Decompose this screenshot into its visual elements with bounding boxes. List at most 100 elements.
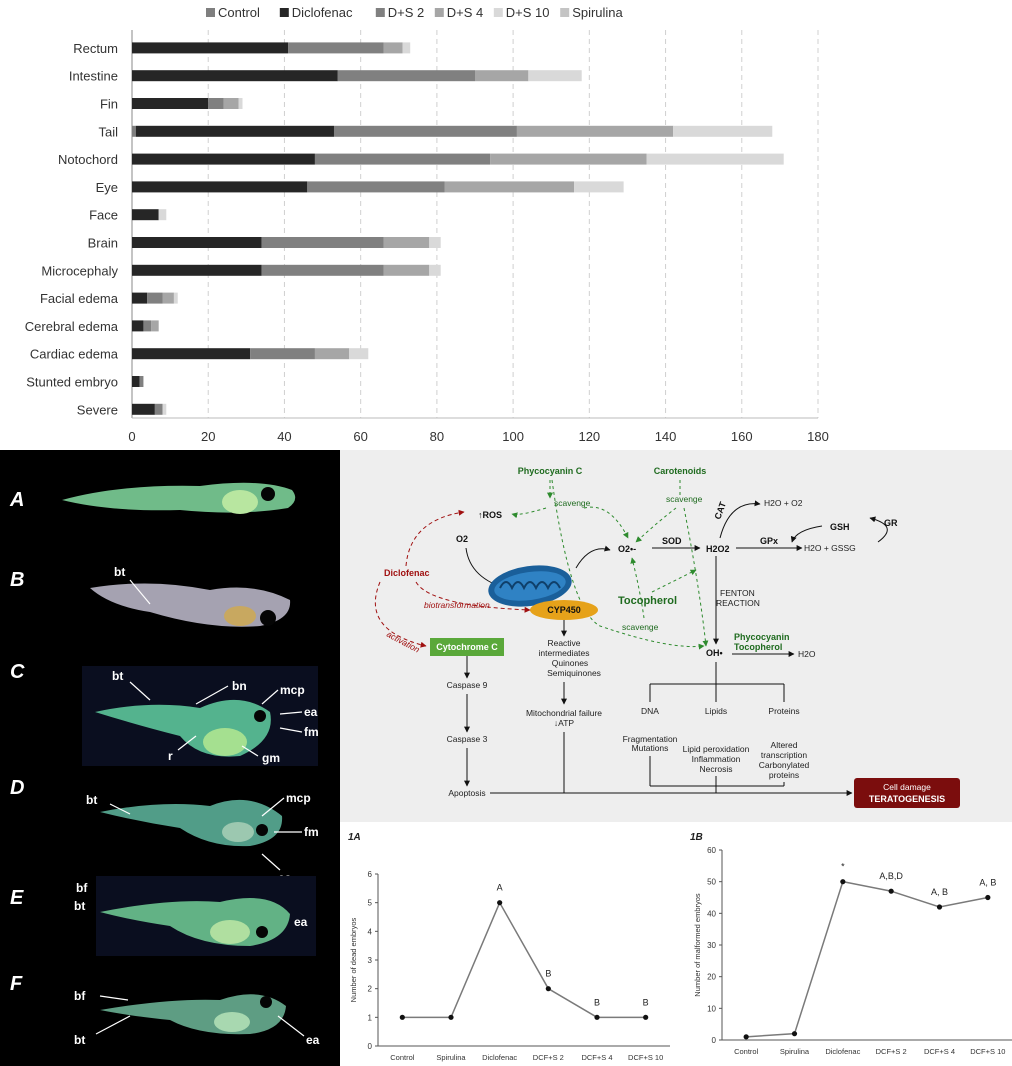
category-label: Facial edema [40,291,119,306]
diclofenac-label: Diclofenac [384,568,430,578]
bar-segment [444,181,575,193]
phycocyanin-c-label: Phycocyanin C [518,466,583,476]
bar-segment [132,292,148,304]
proteins-2-label: proteins [769,770,799,780]
x-tick-label: 160 [731,429,753,444]
x-tick-label: Control [390,1053,415,1062]
sod-label: SOD [662,536,682,546]
embryo-c-annotation-1: bn [232,679,247,693]
bar-segment [132,153,315,165]
bar-segment [528,70,582,82]
x-tick-label: DCF+S 10 [628,1053,663,1062]
point-annotation: B [545,969,551,979]
bar-segment [132,264,262,276]
embryo-f-annotation-2: ea [306,1033,320,1047]
x-tick-label: DCF+S 2 [533,1053,564,1062]
x-tick-label: Diclofenac [482,1053,517,1062]
data-point [643,1014,649,1020]
carotenoids-label: Carotenoids [654,466,707,476]
embryo-d-annotation-2: fm [304,825,319,839]
category-label: Notochord [58,152,118,167]
embryo-f [100,994,286,1035]
y-tick-label: 1 [368,1013,373,1022]
point-annotation: B [643,997,649,1007]
bar-segment [173,292,178,304]
data-point [936,904,943,910]
bar-segment [646,153,784,165]
legend-label: Spirulina [572,5,623,20]
activation-label: activation [385,629,422,655]
chart-1b-axes: 0 10 20 30 40 50 60 Number of malformed embryos… [693,846,1012,1056]
panel-label-1a: 1A [348,832,361,843]
embryo-e-annotation-1: bt [74,899,85,913]
x-tick-label: 0 [128,429,135,444]
y-tick-label: 5 [368,899,373,908]
embryo-f-annotation-1: bt [74,1033,85,1047]
embryo-label-f: F [10,973,23,995]
mitochondrion-icon [488,565,572,607]
embryo-c-annotation-5: r [168,749,173,763]
chart-1b-marks: * A,B,D A, B A, B [743,862,996,1040]
embryo-d [100,799,283,847]
embryo-c-annotation-3: ea [304,705,318,719]
series-line [402,900,646,1019]
bar-segment [135,125,334,137]
category-labels: Rectum Intestine Fin Tail Notochord Eye Face Br… [25,41,119,417]
embryo-d-annotation-0: bt [86,793,97,807]
legend-swatch [493,8,503,17]
data-point [985,894,991,901]
embryo-label-e: E [10,887,24,909]
x-tick-label: 60 [353,429,367,444]
bar-segment [132,376,140,387]
bar-segment [223,98,239,109]
bar-segment [132,125,136,137]
y-tick-label: 60 [707,846,716,855]
mutations-label: Mutations [632,743,669,753]
embryo-c-annotation-0: bt [112,669,123,683]
chart-1a-marks: A B B B [399,883,649,1020]
category-label: Tail [98,124,118,139]
data-point [545,986,551,992]
chart-gridlines [131,30,819,419]
y-axis-title: Number of malformed embryos [693,893,702,997]
legend-label: D+S 2 [388,5,425,20]
chart-1a-axes: 0 1 2 3 4 5 6 Number of dead embryos Control Spir… [349,870,670,1062]
data-point [497,900,503,906]
dead-embryos-line-chart: 1A 0 1 2 3 4 5 6 Number of dead embryos Control S… [348,832,670,1062]
x-tick-label: 20 [201,429,215,444]
x-tick-label: 140 [655,429,677,444]
bar-segment [383,42,403,54]
embryo-label-d: D [10,777,24,799]
legend-swatch [434,8,444,17]
embryo-d-annotation-1: mcp [286,791,311,805]
x-tick-label: Diclofenac [825,1047,860,1056]
bar-segment [314,153,491,165]
category-label: Brain [88,236,118,251]
inflammation-label: Inflammation [692,754,741,764]
bar-segment [132,348,251,360]
bar-segment [162,403,167,415]
data-point [399,1014,405,1020]
bar-segment [574,181,624,193]
h2o-gssg-label: H2O + GSSG [804,543,856,553]
y-tick-label: 10 [707,1004,716,1013]
mito-failure-label: Mitochondrial failure [526,708,602,718]
category-label: Intestine [69,69,118,84]
x-tick-label: Control [734,1047,759,1056]
cytochrome-c-label: Cytochrome C [436,642,498,652]
fenton-label-2: REACTION [716,598,760,608]
scavenge-label-1: scavenge [554,498,591,508]
phyco-toco-label-1: Phycocyanin [734,632,790,642]
legend-label: Diclofenac [292,5,353,20]
bar-segment [139,376,144,387]
point-annotation: A, B [931,887,948,897]
bar-segment [238,98,243,109]
gsh-label: GSH [830,522,850,532]
malformed-embryos-line-chart: 1B 0 10 20 30 40 50 60 Number of malformed embr… [690,832,1012,1056]
bar-segment [143,320,152,332]
embryo-label-b: B [10,569,24,591]
category-label: Microcephaly [41,263,118,278]
semiquinones-label: Semiquinones [547,668,601,678]
gr-label: GR [884,518,898,528]
embryo-e-annotation-2: ea [294,915,308,929]
